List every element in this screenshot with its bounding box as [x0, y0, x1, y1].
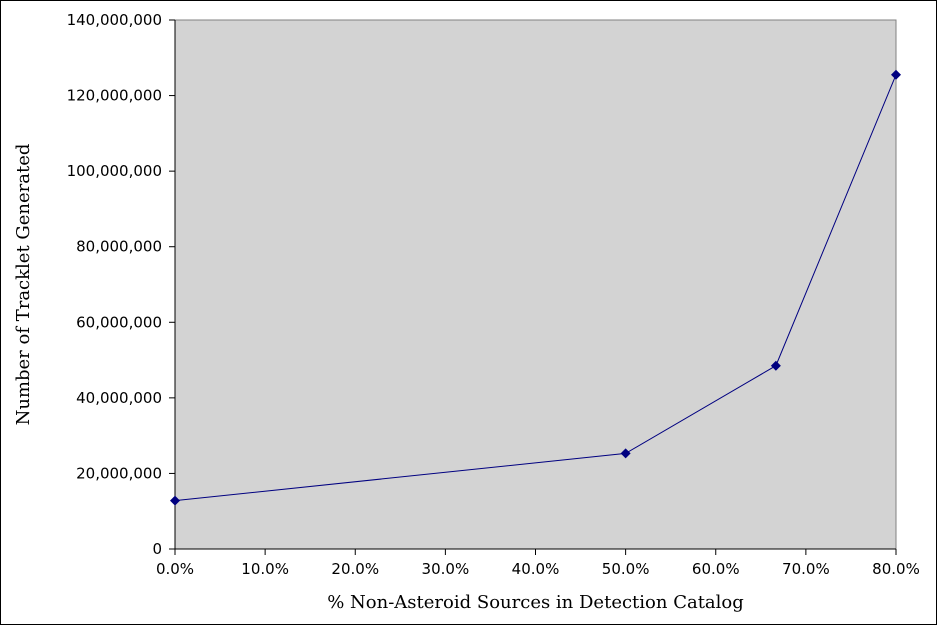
x-axis-title: % Non-Asteroid Sources in Detection Cata…	[327, 592, 744, 613]
x-tick-label: 70.0%	[782, 560, 830, 578]
y-tick-label: 140,000,000	[67, 11, 162, 29]
x-tick-label: 10.0%	[241, 560, 289, 578]
data-point	[891, 69, 901, 80]
x-tick-label: 20.0%	[331, 560, 379, 578]
y-tick-label: 80,000,000	[76, 238, 162, 256]
x-tick-label: 80.0%	[872, 560, 920, 578]
x-tick-label: 40.0%	[512, 560, 560, 578]
x-tick-label: 60.0%	[692, 560, 740, 578]
data-point	[770, 360, 781, 371]
data-point	[170, 495, 180, 506]
y-axis: 0 20,000,000 40,000,000 60,000,000 80,000,00…	[67, 11, 176, 558]
series-line	[174, 74, 897, 502]
x-axis: 0.0% 10.0% 20.0% 30.0% 40.0% 50.0% 60.0% 70.0% 8…	[156, 548, 920, 578]
x-tick-label: 50.0%	[602, 560, 650, 578]
y-tick-label: 60,000,000	[76, 313, 162, 331]
y-axis-title: Number of Tracklet Generated	[13, 144, 34, 426]
series-layer	[170, 69, 901, 506]
data-point	[620, 448, 631, 459]
x-tick-label: 0.0%	[156, 560, 194, 578]
y-tick-label: 20,000,000	[76, 464, 162, 482]
y-tick-label: 100,000,000	[67, 162, 162, 180]
y-tick-label: 120,000,000	[67, 87, 162, 105]
x-tick-label: 30.0%	[422, 560, 470, 578]
y-tick-label: 0	[152, 540, 162, 558]
plot-area	[174, 19, 897, 550]
y-tick-label: 40,000,000	[76, 389, 162, 407]
